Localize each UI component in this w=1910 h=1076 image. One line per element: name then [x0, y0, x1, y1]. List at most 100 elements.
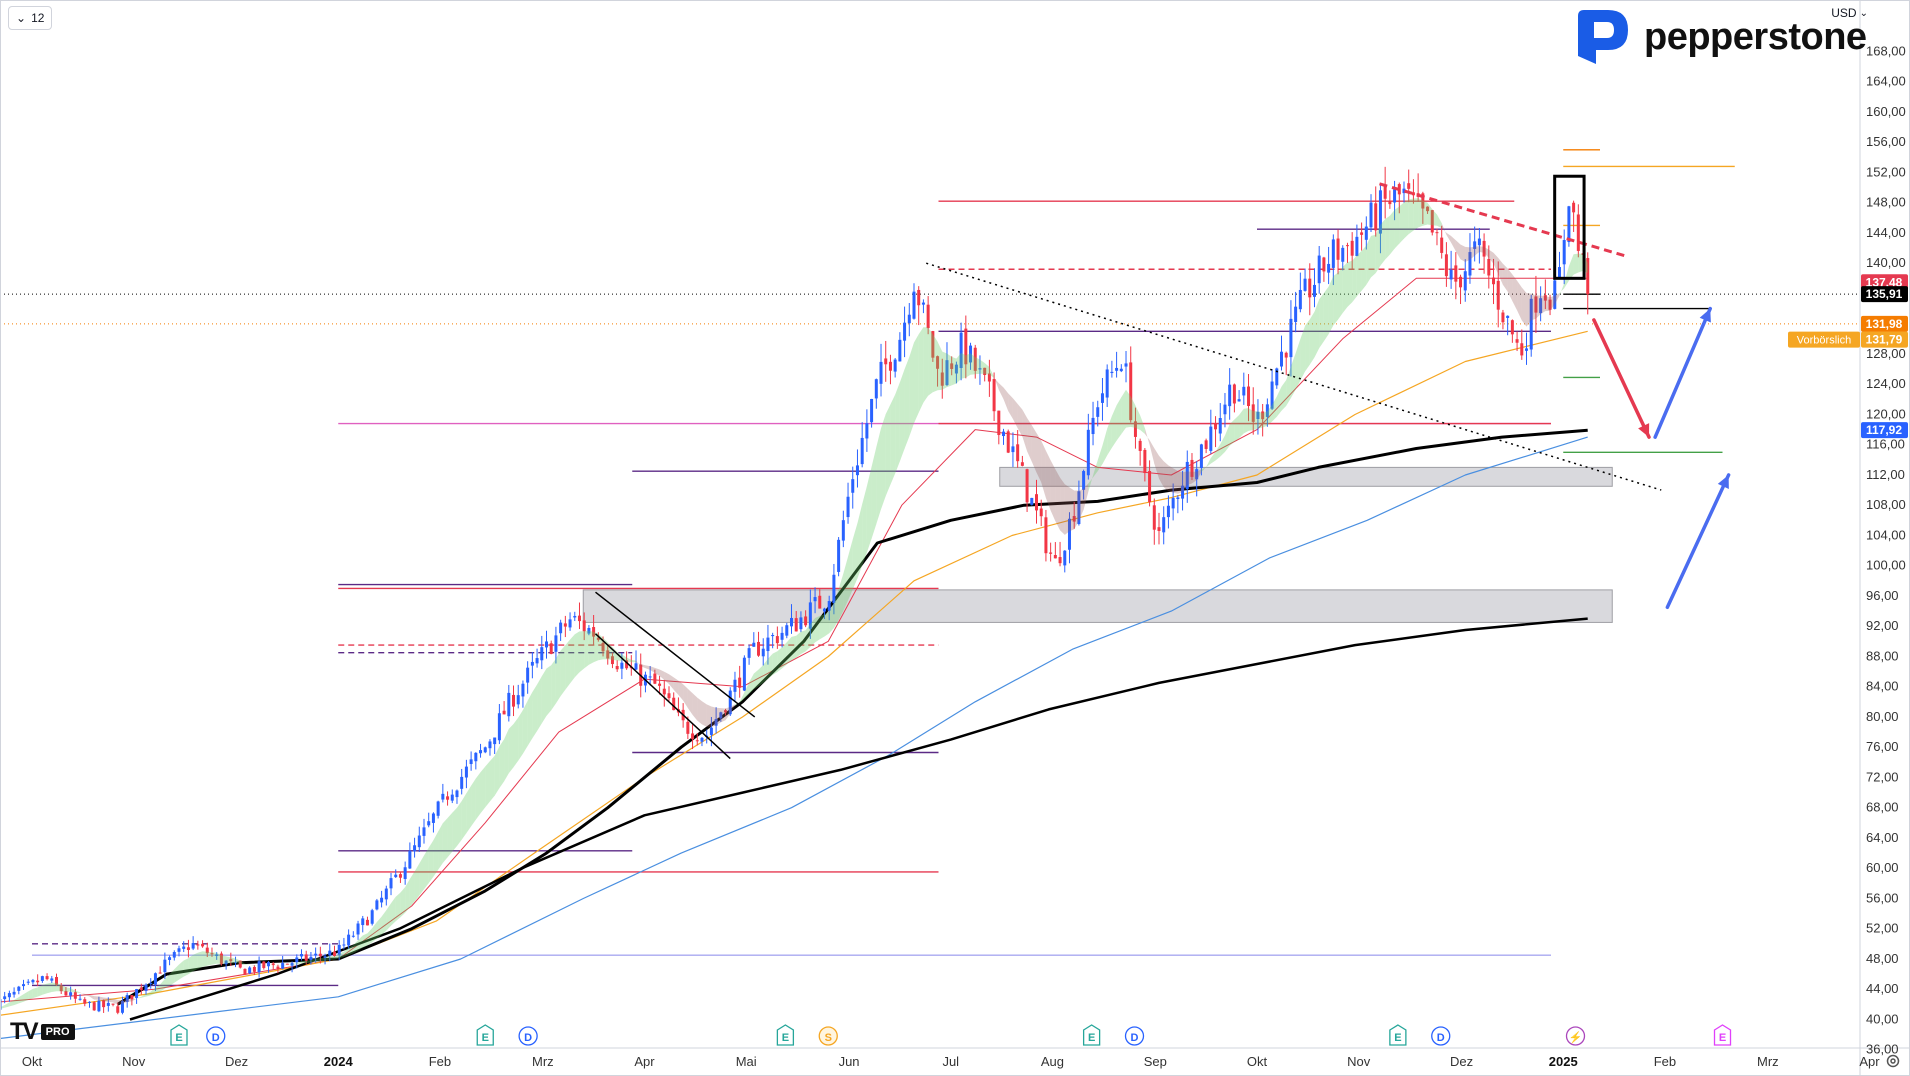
- candle-body: [898, 339, 902, 362]
- candle-body: [460, 776, 464, 789]
- ema-ribbon-segment: [1521, 287, 1527, 327]
- event-marker-earnings[interactable]: E: [476, 1024, 494, 1046]
- ema-ribbon-segment: [518, 710, 523, 761]
- candle-body: [1393, 189, 1397, 203]
- event-marker-event[interactable]: ⚡: [1565, 1026, 1586, 1046]
- candle-body: [545, 641, 548, 648]
- event-marker-shape: [170, 1024, 188, 1046]
- ema-ribbon-segment: [1111, 405, 1117, 448]
- ema-ribbon-segment: [160, 978, 165, 992]
- candle-body: [1562, 240, 1566, 265]
- ema-ribbon-segment: [315, 958, 321, 962]
- candle-body: [959, 332, 963, 368]
- event-marker-split[interactable]: S: [818, 1026, 838, 1046]
- ema-ribbon-segment: [23, 991, 29, 1002]
- candle-body: [191, 943, 195, 949]
- ema-ribbon-segment: [640, 664, 646, 669]
- ema-ribbon-segment: [805, 624, 811, 652]
- candle-body: [1364, 226, 1368, 240]
- event-marker-earnings[interactable]: E: [170, 1024, 188, 1046]
- candle-body: [493, 737, 497, 745]
- candle-body: [111, 1003, 115, 1005]
- candle-body: [398, 874, 402, 878]
- ema-ribbon-segment: [4, 1002, 10, 1008]
- ema-ribbon-segment: [1243, 408, 1249, 434]
- event-marker-earnings[interactable]: E: [1082, 1024, 1101, 1046]
- candle-body: [1030, 497, 1034, 505]
- ema-ribbon-segment: [310, 958, 316, 963]
- y-tick-label: 148,00: [1866, 195, 1906, 210]
- settings-gear-icon[interactable]: [1884, 1052, 1902, 1070]
- candle-body: [502, 710, 506, 715]
- candle-body: [1506, 315, 1510, 319]
- candle-body: [841, 520, 845, 541]
- event-marker-earnings[interactable]: E: [1389, 1024, 1407, 1046]
- ema-ribbon-segment: [1380, 219, 1386, 266]
- event-marker-future[interactable]: E: [1713, 1024, 1732, 1046]
- ema-ribbon-segment: [1531, 293, 1536, 321]
- candle-body: [1421, 193, 1425, 209]
- candle-body: [1025, 469, 1029, 503]
- ema-ribbon-segment: [1159, 455, 1164, 488]
- ema-ribbon-segment: [513, 717, 519, 768]
- candle-body: [328, 950, 332, 956]
- candle-body: [625, 660, 629, 669]
- candle-body: [351, 935, 355, 937]
- ema-ribbon-segment: [1069, 487, 1075, 532]
- ema-ribbon-segment: [984, 363, 990, 375]
- candle-body: [243, 968, 247, 975]
- candle-body: [794, 618, 798, 632]
- ema-ribbon-segment: [1352, 255, 1357, 303]
- candle-body: [954, 364, 958, 374]
- interval-selector[interactable]: ⌄ 12: [8, 6, 53, 30]
- ema-ribbon-segment: [207, 951, 212, 966]
- candle-body: [686, 721, 690, 734]
- ema-ribbon-segment: [1012, 398, 1018, 429]
- ema-ribbon-segment: [18, 994, 24, 1004]
- candle-body: [813, 597, 817, 602]
- ema-ribbon-segment: [1027, 418, 1032, 462]
- projection-arrow-head: [1717, 474, 1729, 489]
- candle-body: [917, 289, 921, 306]
- candle-body: [1053, 555, 1057, 559]
- ema-ribbon-segment: [664, 671, 669, 684]
- ema-ribbon-segment: [391, 896, 396, 926]
- candle-body: [1035, 494, 1038, 511]
- moving-average-line: [0, 436, 1588, 1040]
- candle-body: [1237, 399, 1241, 402]
- ema-ribbon-segment: [1361, 245, 1367, 291]
- event-marker-dividend[interactable]: D: [206, 1026, 226, 1046]
- candle-body: [314, 953, 318, 956]
- ema-ribbon-segment: [113, 998, 118, 1005]
- ema-ribbon-segment: [1187, 471, 1192, 486]
- candle-body: [1138, 440, 1142, 451]
- candle-body: [983, 367, 987, 375]
- ema-ribbon-segment: [1535, 295, 1541, 319]
- candle-body: [257, 961, 261, 973]
- event-marker-earnings[interactable]: E: [776, 1024, 795, 1046]
- ema-ribbon-segment: [193, 952, 198, 972]
- y-tick-label: 52,00: [1866, 921, 1899, 936]
- candle-body: [921, 302, 925, 305]
- ema-ribbon-segment: [164, 974, 170, 989]
- event-marker-dividend[interactable]: D: [1124, 1026, 1145, 1046]
- candle-body: [285, 963, 289, 965]
- ema-ribbon-segment: [1550, 295, 1555, 311]
- ema-ribbon-segment: [890, 394, 896, 485]
- candle-body: [50, 978, 54, 981]
- currency-selector[interactable]: USD ⌄: [1831, 6, 1868, 20]
- ema-ribbon-segment: [645, 665, 651, 670]
- candle-body: [59, 985, 63, 992]
- candle-body: [125, 995, 129, 1002]
- candle-body: [1360, 232, 1364, 235]
- x-tick-label: 2024: [324, 1054, 354, 1069]
- ema-ribbon-segment: [758, 665, 764, 687]
- event-marker-dividend[interactable]: D: [1431, 1026, 1451, 1046]
- ema-ribbon-segment: [1342, 262, 1348, 313]
- candle-body: [417, 835, 421, 848]
- ema-ribbon-segment: [678, 680, 684, 701]
- event-marker-shape: [818, 1026, 838, 1046]
- candle-body: [855, 465, 859, 476]
- event-marker-dividend[interactable]: D: [518, 1026, 538, 1046]
